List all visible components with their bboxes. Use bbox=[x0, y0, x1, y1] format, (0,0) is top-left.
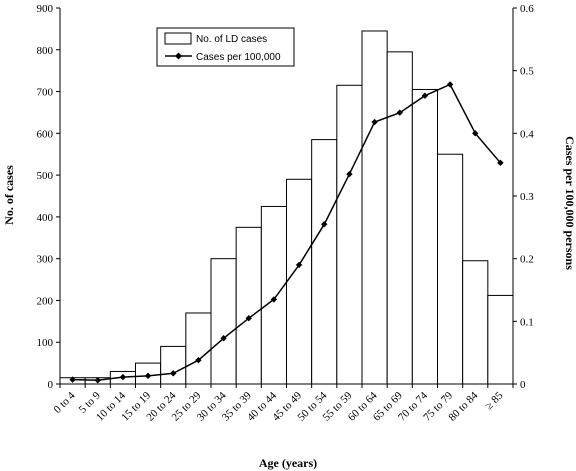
bar-10 bbox=[286, 178, 313, 385]
rate-point-6 bbox=[195, 356, 202, 364]
legend-line-label: Cases per 100,000 bbox=[196, 52, 281, 63]
y-left-tick-label: 600 bbox=[37, 128, 54, 140]
legend-bar-swatch bbox=[164, 32, 192, 45]
y-left-tick-label: 400 bbox=[37, 212, 54, 224]
rate-point-18 bbox=[497, 159, 504, 166]
y-right-tick-label: 0.3 bbox=[520, 191, 534, 203]
bar-13 bbox=[361, 30, 388, 385]
rate-point-4 bbox=[144, 372, 152, 380]
bar-7 bbox=[210, 258, 237, 385]
x-axis-title: Age (years) bbox=[259, 456, 317, 470]
bar-12 bbox=[336, 84, 363, 385]
rate-point-9 bbox=[270, 296, 278, 303]
bar-16 bbox=[437, 153, 464, 385]
rate-point-11 bbox=[321, 221, 328, 228]
y-left-tick-label: 900 bbox=[37, 3, 54, 15]
bar-6 bbox=[185, 312, 212, 385]
rate-point-10 bbox=[295, 261, 303, 269]
y-right-tick-label: 0.4 bbox=[520, 128, 534, 140]
rate-point-16 bbox=[446, 81, 454, 88]
bar-15 bbox=[411, 88, 439, 385]
bar-8 bbox=[235, 226, 262, 385]
rate-point-7 bbox=[220, 335, 227, 342]
y-right-tick-label: 0.5 bbox=[520, 66, 534, 78]
rate-point-17 bbox=[472, 130, 479, 137]
x-tick-label: 0 to 4 bbox=[51, 389, 78, 416]
y-left-tick-label: 300 bbox=[37, 254, 54, 266]
rate-point-13 bbox=[371, 118, 378, 126]
bar-17 bbox=[462, 260, 489, 385]
rate-line bbox=[72, 83, 501, 381]
y-right-tick-label: 0.2 bbox=[520, 254, 534, 266]
bar-series bbox=[59, 30, 514, 385]
axes bbox=[56, 7, 517, 388]
x-tick-label: 80 to 84 bbox=[446, 389, 480, 423]
rate-point-5 bbox=[170, 370, 177, 377]
y-axis-right-title: Cases per 100,000 persons bbox=[563, 136, 576, 270]
rate-point-14 bbox=[396, 109, 403, 116]
bar-14 bbox=[386, 51, 413, 385]
y-left-tick-label: 700 bbox=[37, 87, 54, 99]
bar-11 bbox=[311, 139, 338, 385]
rate-point-15 bbox=[421, 92, 429, 99]
y-left-tick-label: 100 bbox=[37, 337, 54, 349]
rate-point-3 bbox=[119, 373, 127, 381]
legend-bar-label: No. of LD cases bbox=[196, 34, 267, 45]
y-left-tick-label: 500 bbox=[37, 170, 54, 182]
y-left-tick-label: 200 bbox=[37, 295, 54, 307]
y-left-tick-label: 800 bbox=[37, 45, 54, 57]
rate-point-1 bbox=[69, 376, 76, 383]
legend: No. of LD cases Cases per 100,000 bbox=[156, 27, 295, 67]
bar-5 bbox=[160, 345, 187, 385]
x-tick-label: ≥ 85 bbox=[483, 389, 506, 412]
y-right-tick-label: 0 bbox=[520, 379, 526, 391]
y-left-tick-label: 0 bbox=[48, 379, 54, 391]
legend-line-marker bbox=[175, 52, 182, 60]
y-right-tick-label: 0.1 bbox=[520, 316, 534, 328]
bar-9 bbox=[260, 205, 288, 385]
rate-point-2 bbox=[94, 377, 101, 384]
y-right-tick-label: 0.6 bbox=[520, 3, 534, 15]
line-series bbox=[69, 81, 504, 384]
y-axis-left-title: No. of cases bbox=[2, 165, 16, 225]
rate-point-8 bbox=[245, 315, 252, 322]
bar-18 bbox=[487, 294, 514, 385]
rate-point-12 bbox=[346, 170, 353, 178]
